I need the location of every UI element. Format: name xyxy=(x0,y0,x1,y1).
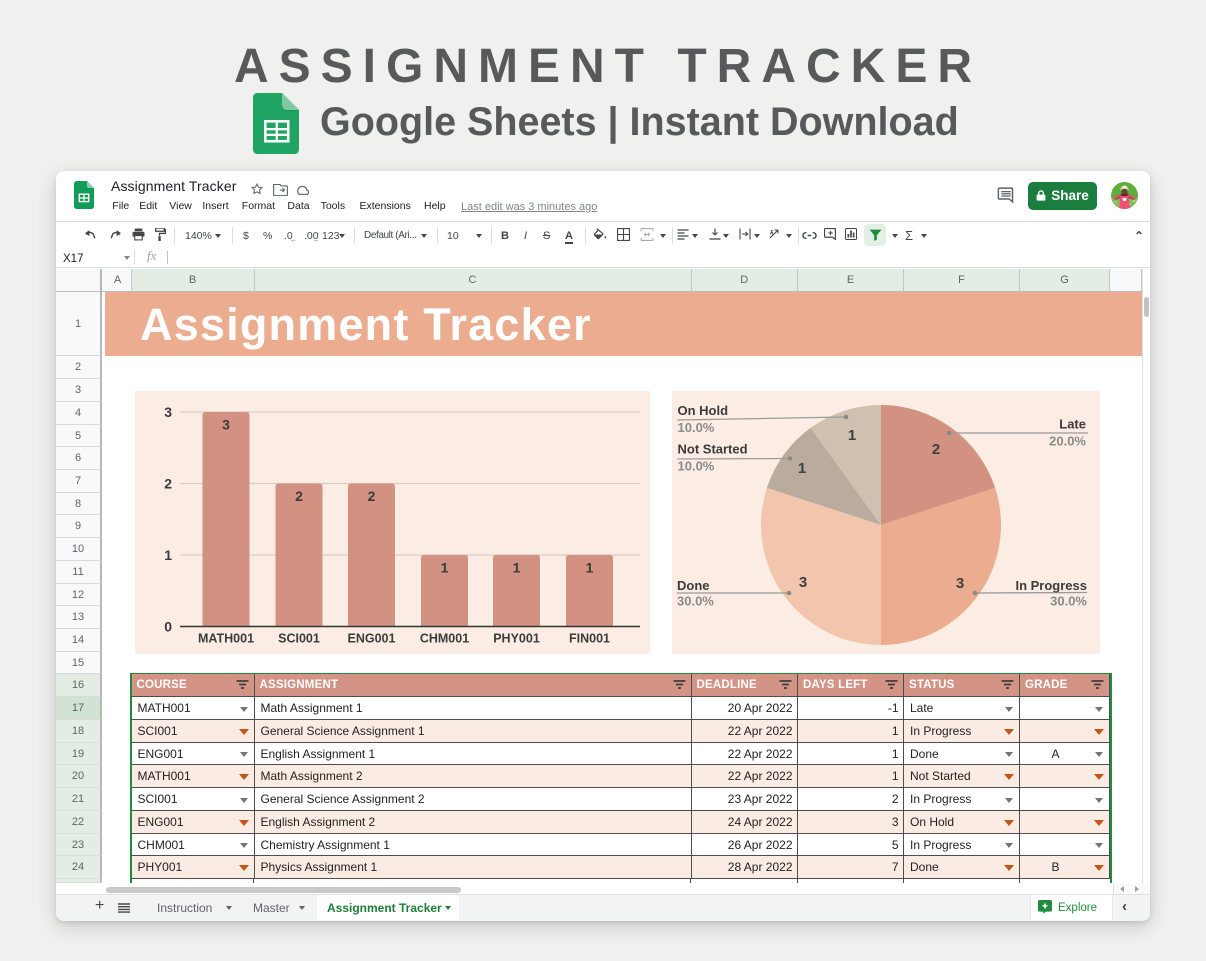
svg-text:2: 2 xyxy=(368,488,376,504)
svg-text:1: 1 xyxy=(441,560,449,576)
svg-text:1: 1 xyxy=(513,560,521,576)
svg-text:20.0%: 20.0% xyxy=(1049,434,1086,449)
svg-text:CHM001: CHM001 xyxy=(420,631,469,645)
svg-text:1: 1 xyxy=(586,560,594,576)
svg-text:0: 0 xyxy=(164,619,172,635)
svg-text:30.0%: 30.0% xyxy=(677,594,714,609)
svg-text:Not Started: Not Started xyxy=(678,442,748,457)
svg-text:3: 3 xyxy=(799,574,807,591)
svg-text:10.0%: 10.0% xyxy=(678,459,715,474)
svg-text:PHY001: PHY001 xyxy=(493,631,540,645)
svg-text:FIN001: FIN001 xyxy=(569,631,610,645)
svg-text:1: 1 xyxy=(798,460,806,477)
svg-text:3: 3 xyxy=(222,417,230,433)
svg-text:2: 2 xyxy=(932,441,940,458)
svg-text:2: 2 xyxy=(295,488,303,504)
svg-text:1: 1 xyxy=(164,547,172,563)
svg-text:Done: Done xyxy=(677,578,710,593)
svg-text:3: 3 xyxy=(164,404,172,420)
svg-text:1: 1 xyxy=(848,427,856,444)
svg-text:30.0%: 30.0% xyxy=(1050,594,1087,609)
svg-text:SCI001: SCI001 xyxy=(278,631,320,645)
svg-text:Late: Late xyxy=(1059,417,1086,432)
svg-text:3: 3 xyxy=(956,575,964,592)
svg-text:10.0%: 10.0% xyxy=(678,420,715,435)
svg-text:ENG001: ENG001 xyxy=(348,631,396,645)
svg-text:In Progress: In Progress xyxy=(1015,578,1087,593)
svg-text:2: 2 xyxy=(164,476,172,492)
svg-text:On Hold: On Hold xyxy=(678,403,729,418)
svg-text:MATH001: MATH001 xyxy=(198,631,254,645)
